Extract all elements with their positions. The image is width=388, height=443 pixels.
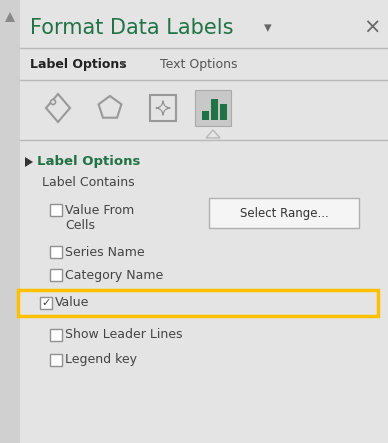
FancyBboxPatch shape — [18, 290, 378, 316]
Text: Label Options: Label Options — [37, 155, 140, 168]
Text: Value: Value — [55, 296, 89, 310]
FancyBboxPatch shape — [50, 329, 62, 341]
FancyBboxPatch shape — [40, 297, 52, 309]
FancyBboxPatch shape — [209, 198, 359, 228]
FancyBboxPatch shape — [0, 0, 20, 443]
Bar — [211, 99, 218, 120]
Text: Cells: Cells — [65, 218, 95, 232]
FancyBboxPatch shape — [50, 246, 62, 258]
Text: Label Contains: Label Contains — [42, 176, 135, 190]
Bar — [220, 104, 227, 120]
Text: ▾: ▾ — [120, 59, 126, 69]
FancyBboxPatch shape — [20, 0, 388, 443]
Text: Label Options: Label Options — [30, 58, 126, 70]
Text: Select Range...: Select Range... — [240, 206, 328, 219]
Text: Category Name: Category Name — [65, 268, 163, 281]
Text: Series Name: Series Name — [65, 245, 145, 259]
Polygon shape — [5, 12, 15, 22]
Text: ▾: ▾ — [264, 20, 272, 35]
FancyBboxPatch shape — [195, 90, 231, 126]
Text: Legend key: Legend key — [65, 354, 137, 366]
Text: ✓: ✓ — [41, 298, 51, 308]
Polygon shape — [25, 157, 33, 167]
Polygon shape — [206, 130, 220, 138]
Text: Text Options: Text Options — [160, 58, 237, 70]
FancyBboxPatch shape — [50, 354, 62, 366]
Bar — [202, 111, 209, 120]
FancyBboxPatch shape — [50, 204, 62, 216]
Circle shape — [50, 100, 55, 105]
Text: Format Data Labels: Format Data Labels — [30, 18, 234, 38]
FancyBboxPatch shape — [50, 269, 62, 281]
Text: Value From: Value From — [65, 203, 134, 217]
Text: ×: × — [363, 18, 381, 38]
Text: Show Leader Lines: Show Leader Lines — [65, 329, 182, 342]
